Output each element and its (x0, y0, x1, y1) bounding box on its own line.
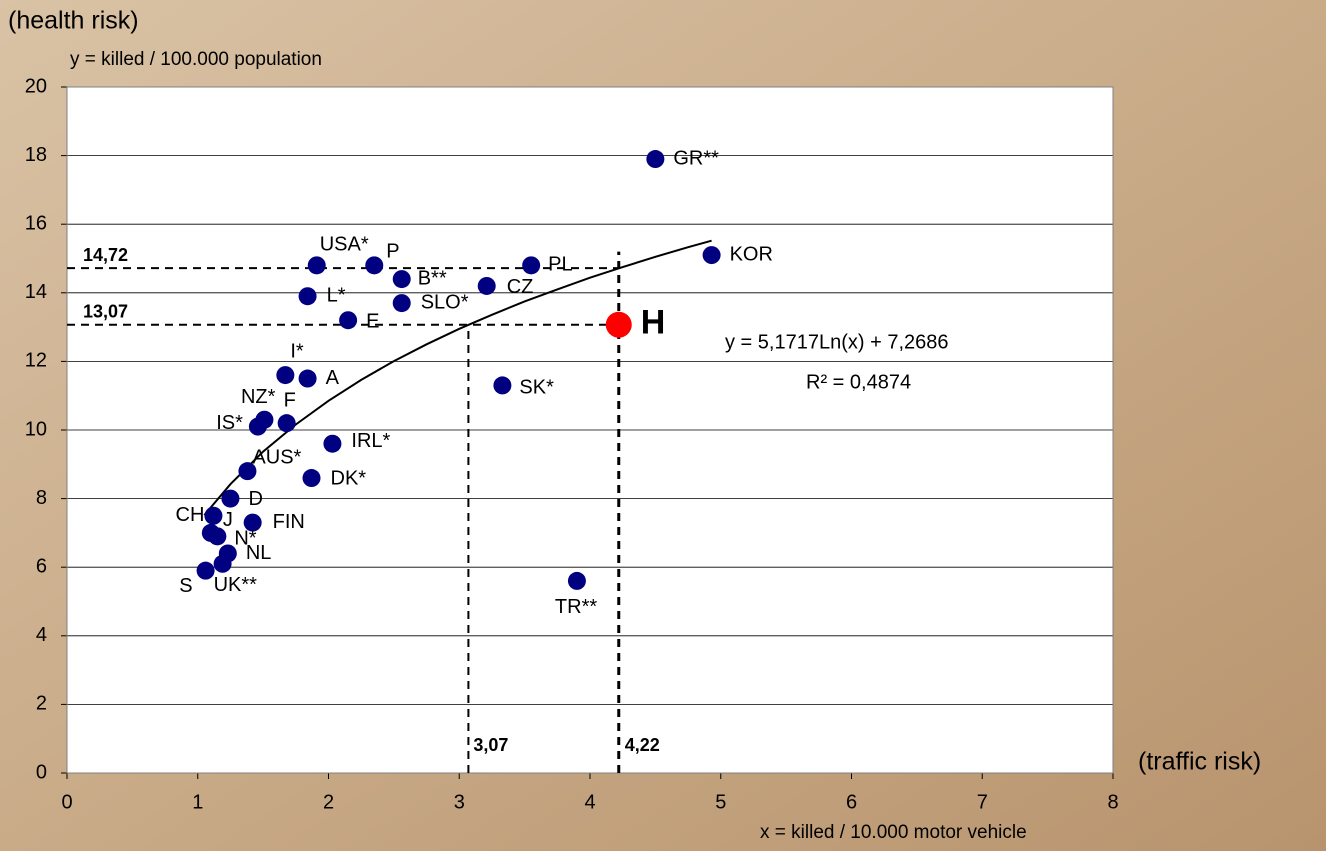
point (365, 256, 383, 274)
reference-label: 3,07 (473, 735, 508, 755)
point (478, 277, 496, 295)
point-label: B** (418, 267, 447, 289)
y-title: (health risk) (8, 7, 139, 35)
r-squared: R² = 0,4874 (806, 371, 911, 393)
x-tick-label: 4 (584, 791, 595, 813)
point-label: CZ (507, 276, 534, 298)
point (606, 312, 632, 338)
point (393, 270, 411, 288)
point-label: NZ* (241, 386, 276, 408)
point-label: DK* (331, 467, 367, 489)
y-tick-label: 4 (36, 624, 47, 646)
point (303, 469, 321, 487)
point (299, 287, 317, 305)
point-label: CH (176, 504, 205, 526)
point (278, 414, 296, 432)
point-label: IS* (216, 412, 243, 434)
point (568, 572, 586, 590)
point (204, 507, 222, 525)
reference-label: 13,07 (83, 301, 128, 321)
point-label: SLO* (421, 291, 469, 313)
point-label: SK* (519, 377, 554, 399)
point-label: NL (246, 542, 272, 564)
point-label: S (179, 575, 192, 597)
point (197, 562, 215, 580)
point-label: A (326, 367, 340, 389)
point-label: PL (548, 254, 572, 276)
y-tick-label: 18 (25, 144, 47, 166)
y-tick-label: 8 (36, 487, 47, 509)
point-label: D (248, 488, 262, 510)
point-label: I* (290, 340, 304, 362)
x-tick-label: 7 (977, 791, 988, 813)
point-label: L* (327, 285, 346, 307)
point-label: J (223, 509, 233, 531)
point-label: KOR (730, 243, 773, 265)
reference-label: 14,72 (83, 245, 128, 265)
point-label: UK** (214, 574, 258, 596)
point (221, 490, 239, 508)
point-label: FIN (273, 511, 305, 533)
point (214, 555, 232, 573)
point-label: USA* (320, 234, 369, 256)
x-tick-label: 2 (323, 791, 334, 813)
point (308, 256, 326, 274)
reference-label: 4,22 (625, 735, 660, 755)
point-label: F (284, 389, 296, 411)
y-tick-label: 0 (36, 761, 47, 783)
point (393, 294, 411, 312)
point-label: IRL* (351, 430, 390, 452)
point (522, 256, 540, 274)
y-tick-label: 2 (36, 693, 47, 715)
x-axis-label: x = killed / 10.000 motor vehicle (760, 822, 1027, 843)
point-label: AUS* (252, 446, 301, 468)
x-tick-label: 3 (454, 791, 465, 813)
point-label: GR** (673, 147, 719, 169)
y-tick-label: 14 (25, 281, 47, 303)
point-label: P (386, 241, 399, 263)
x-tick-label: 5 (715, 791, 726, 813)
x-tick-label: 8 (1107, 791, 1118, 813)
y-tick-label: 20 (25, 75, 47, 97)
x-tick-label: 0 (61, 791, 72, 813)
point (493, 376, 511, 394)
point (276, 366, 294, 384)
point (703, 246, 721, 264)
point (299, 370, 317, 388)
point-label: TR** (555, 596, 597, 618)
point-label: H (641, 304, 666, 342)
y-axis-label: y = killed / 100.000 population (70, 49, 322, 70)
point (208, 527, 226, 545)
point (323, 435, 341, 453)
y-tick-label: 12 (25, 350, 47, 372)
y-tick-label: 10 (25, 418, 47, 440)
y-tick-label: 16 (25, 212, 47, 234)
y-tick-label: 6 (36, 555, 47, 577)
x-tick-label: 6 (846, 791, 857, 813)
point (339, 311, 357, 329)
point (646, 150, 664, 168)
point-label: E (366, 311, 379, 333)
x-title: (traffic risk) (1138, 748, 1261, 776)
point (249, 418, 267, 436)
equation: y = 5,1717Ln(x) + 7,2686 (725, 331, 949, 353)
x-tick-label: 1 (192, 791, 203, 813)
chart: (health risk) y = killed / 100.000 popul… (0, 0, 1326, 851)
